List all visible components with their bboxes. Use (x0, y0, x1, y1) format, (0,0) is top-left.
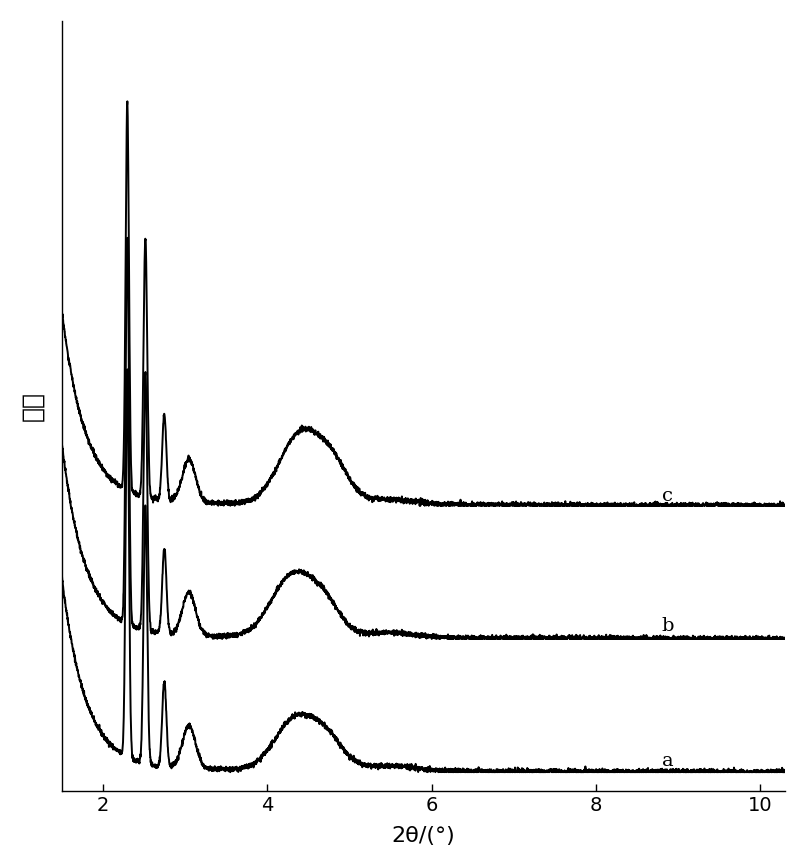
Text: c: c (662, 487, 673, 505)
X-axis label: 2θ/(°): 2θ/(°) (392, 826, 455, 846)
Text: a: a (662, 752, 674, 770)
Text: b: b (662, 617, 675, 636)
Y-axis label: 强度: 强度 (21, 391, 45, 421)
